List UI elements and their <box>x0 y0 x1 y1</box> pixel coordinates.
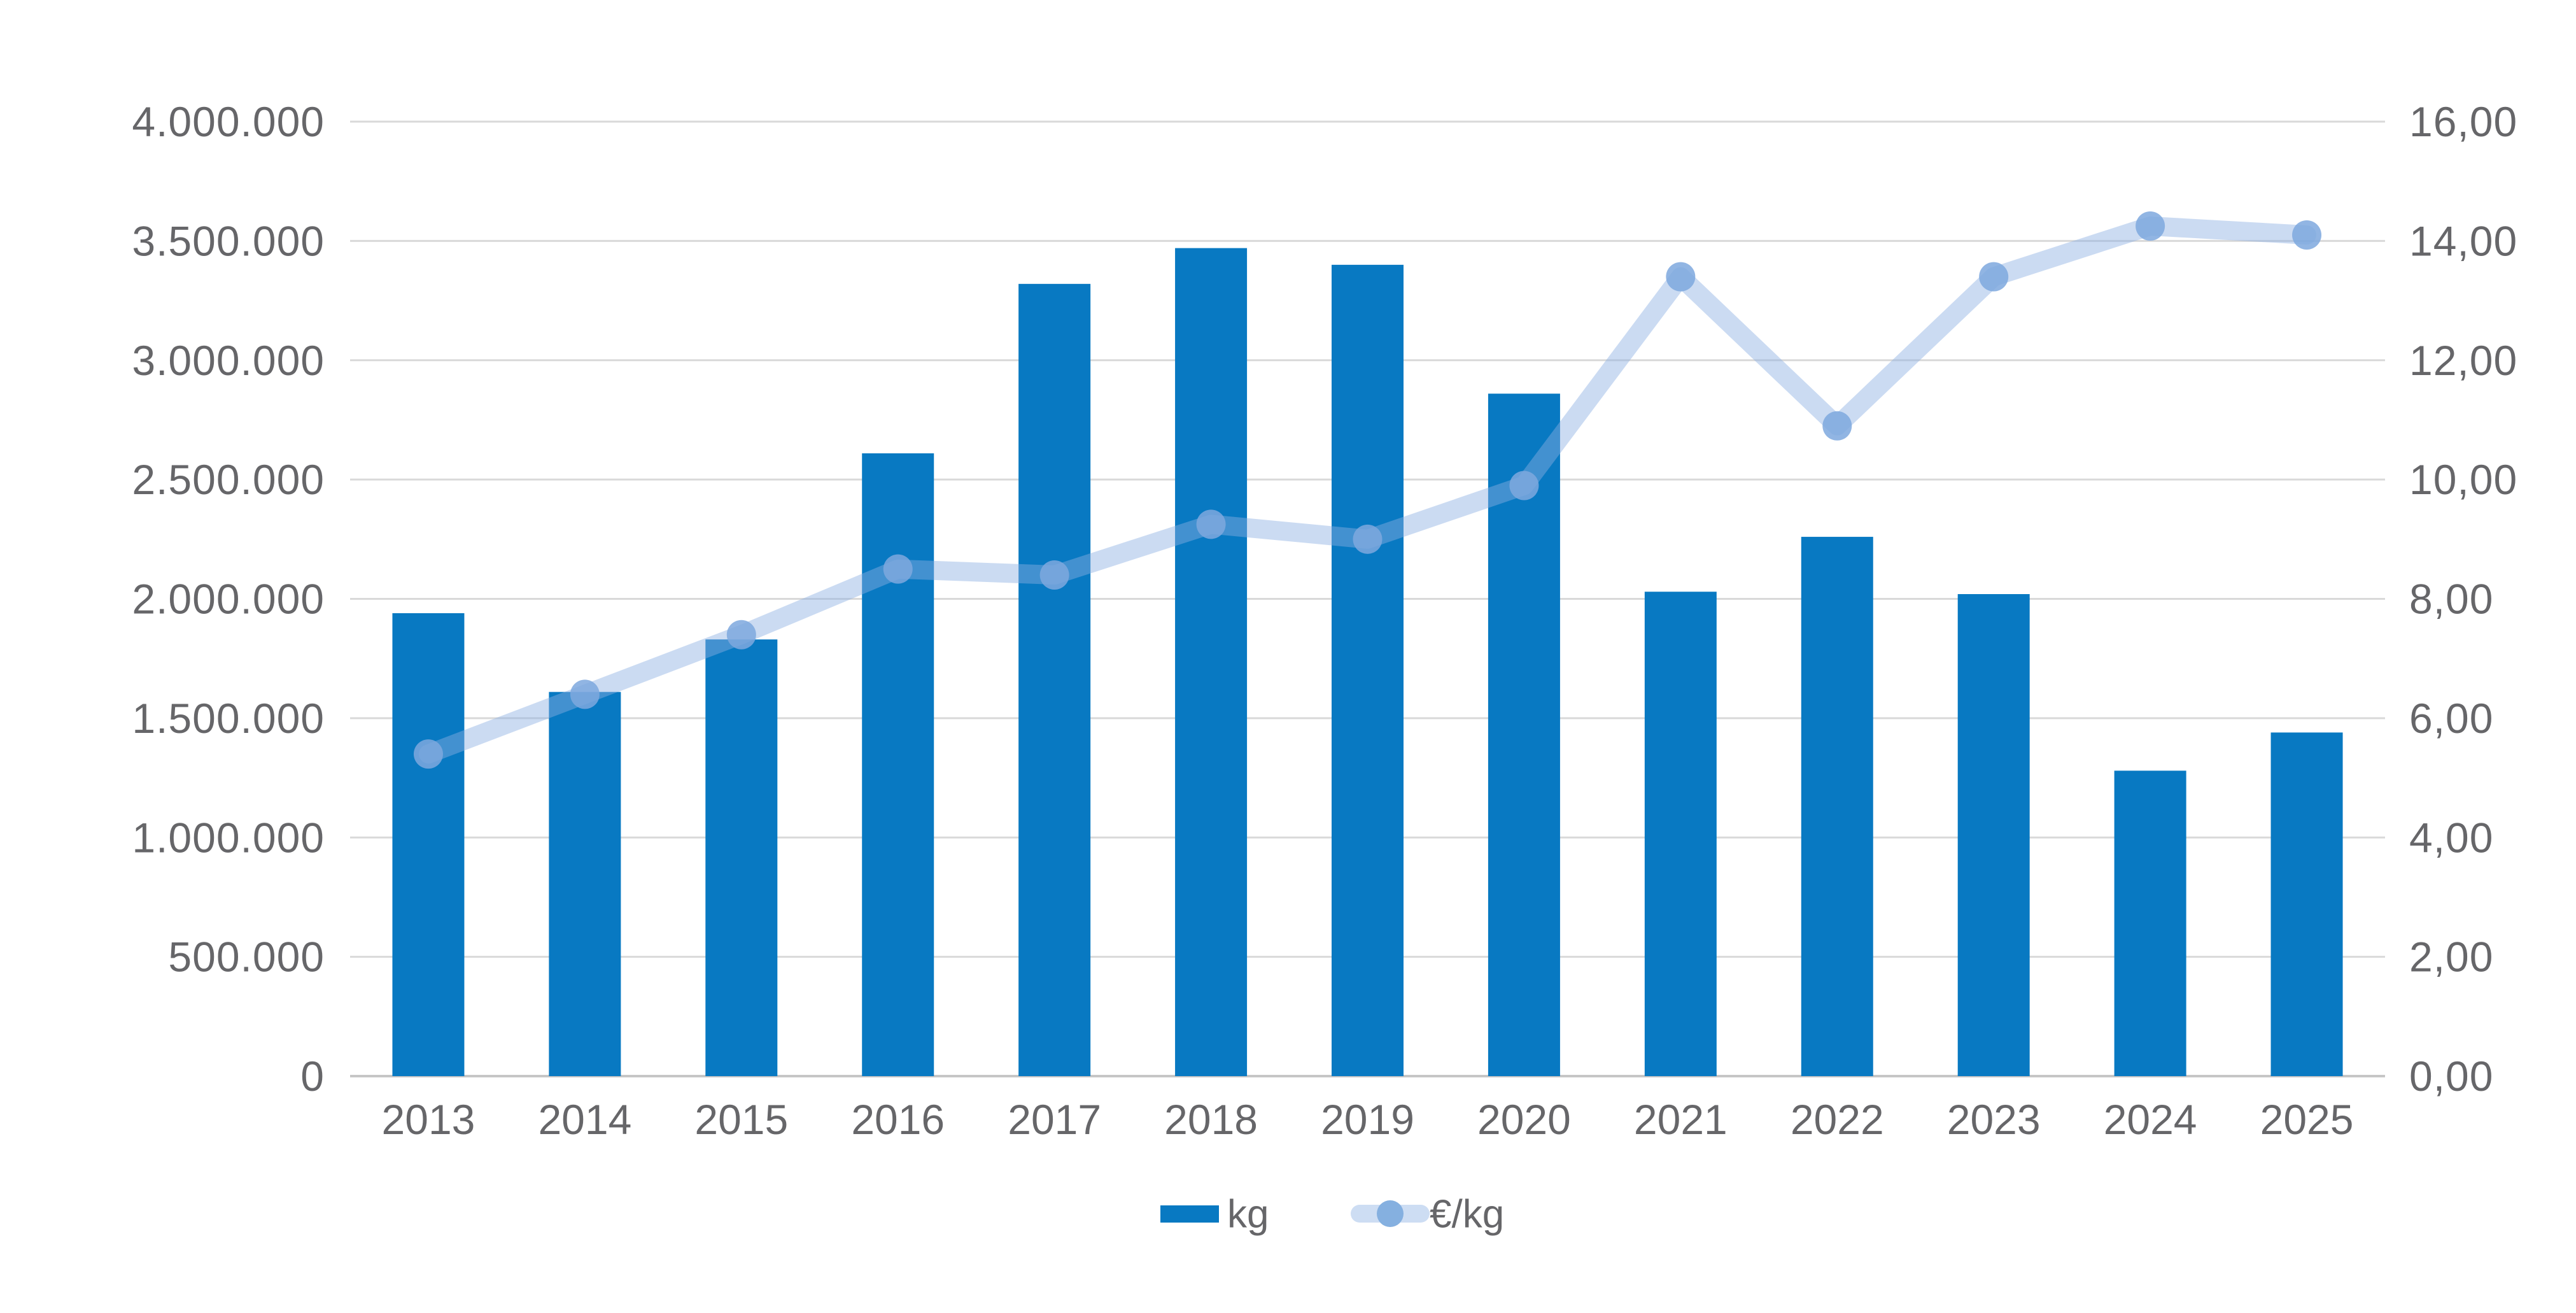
legend: kg €/kg <box>1160 1193 1504 1237</box>
right-axis-tick-label: 16,00 <box>2409 98 2517 145</box>
bar-2021 <box>1644 592 1717 1076</box>
bar-2023 <box>1957 594 2030 1076</box>
legend-marker-icon <box>1377 1200 1404 1227</box>
bar-2016 <box>862 453 934 1076</box>
right-axis-tick-label: 8,00 <box>2409 576 2493 623</box>
eur-per-kg-point-2015 <box>726 620 756 649</box>
bar-2019 <box>1332 264 1404 1077</box>
right-axis-tick-label: 10,00 <box>2409 456 2517 503</box>
x-axis-label-2015: 2015 <box>694 1096 788 1143</box>
right-axis-tick-label: 6,00 <box>2409 695 2493 742</box>
x-axis-label-2014: 2014 <box>538 1096 631 1143</box>
x-axis-label-2020: 2020 <box>1477 1096 1571 1143</box>
bar-2017 <box>1018 283 1091 1077</box>
left-axis-tick-label: 1.000.000 <box>132 814 325 861</box>
left-axis-tick-label: 1.500.000 <box>132 695 325 742</box>
eur-per-kg-point-2024 <box>2136 211 2165 241</box>
eur-per-kg-point-2020 <box>1509 471 1539 500</box>
eur-per-kg-line-series <box>413 211 2322 769</box>
kg-bar-series <box>392 248 2343 1077</box>
bar-2018 <box>1175 248 1248 1077</box>
x-axis-label-2021: 2021 <box>1634 1096 1728 1143</box>
eur-per-kg-point-2021 <box>1666 262 1696 292</box>
right-axis-labels: 0,00 2,00 4,00 6,00 8,00 10,00 12,00 14,00 16,00 <box>2409 98 2517 1100</box>
left-axis-tick-label: 3.500.000 <box>132 217 325 264</box>
x-axis-label-2022: 2022 <box>1791 1096 1884 1143</box>
right-axis-tick-label: 14,00 <box>2409 217 2517 264</box>
bar-2022 <box>1801 537 1873 1076</box>
legend-eur-label: €/kg <box>1430 1193 1504 1237</box>
bar-2025 <box>2270 732 2343 1076</box>
eur-per-kg-point-2014 <box>570 679 600 709</box>
left-axis-tick-label: 2.000.000 <box>132 576 325 623</box>
eur-per-kg-point-2016 <box>883 554 913 584</box>
bar-2024 <box>2114 770 2186 1076</box>
left-axis-tick-label: 4.000.000 <box>132 98 325 145</box>
left-axis-labels: 0 500.000 1.000.000 1.500.000 2.000.000 2.500… <box>132 98 325 1100</box>
right-axis-tick-label: 0,00 <box>2409 1053 2493 1100</box>
bar-2020 <box>1488 394 1560 1076</box>
eur-per-kg-point-2022 <box>1822 411 1852 441</box>
x-axis-label-2016: 2016 <box>851 1096 945 1143</box>
right-axis-tick-label: 12,00 <box>2409 337 2517 384</box>
x-axis-label-2019: 2019 <box>1321 1096 1414 1143</box>
legend-kg-label: kg <box>1227 1193 1269 1237</box>
eur-per-kg-point-2025 <box>2292 220 2322 250</box>
left-axis-tick-label: 3.000.000 <box>132 337 325 384</box>
x-axis-label-2017: 2017 <box>1008 1096 1101 1143</box>
x-axis-label-2018: 2018 <box>1164 1096 1258 1143</box>
x-axis-label-2024: 2024 <box>2104 1096 2197 1143</box>
legend-kg-swatch <box>1160 1205 1219 1223</box>
eur-per-kg-point-2018 <box>1196 509 1226 539</box>
x-axis-labels: 2013 2014 2015 2016 2017 2018 2019 2020 2021 2022… <box>382 1096 2354 1143</box>
bar-2013 <box>392 613 465 1076</box>
eur-per-kg-point-2023 <box>1979 262 2009 292</box>
left-axis-tick-label: 500.000 <box>168 933 325 981</box>
x-axis-label-2025: 2025 <box>2260 1096 2354 1143</box>
bar-2015 <box>705 639 778 1076</box>
bar-2014 <box>549 692 621 1076</box>
eur-per-kg-point-2013 <box>413 739 443 769</box>
x-axis-label-2013: 2013 <box>382 1096 475 1143</box>
eur-per-kg-point-2019 <box>1353 524 1383 554</box>
right-axis-tick-label: 2,00 <box>2409 933 2493 981</box>
x-axis-label-2023: 2023 <box>1947 1096 2041 1143</box>
right-axis-tick-label: 4,00 <box>2409 814 2493 861</box>
left-axis-tick-label: 0 <box>300 1053 325 1100</box>
eur-per-kg-point-2017 <box>1039 560 1069 590</box>
left-axis-tick-label: 2.500.000 <box>132 456 325 503</box>
